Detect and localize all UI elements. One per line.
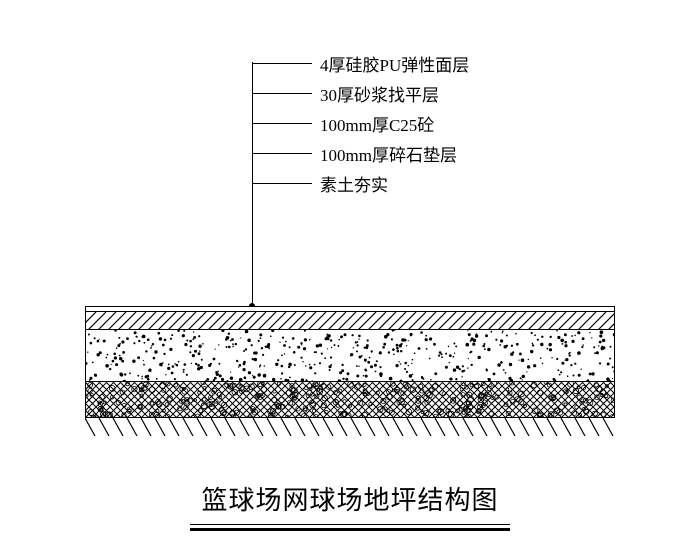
label-text: 素土夯实 bbox=[320, 171, 388, 196]
diagram-container: 4厚硅胶PU弹性面层 30厚砂浆找平层 100mm厚C25砼 100mm厚碎石垫层素土… bbox=[0, 0, 700, 560]
title-underline-2 bbox=[190, 528, 510, 531]
layer-labels: 4厚硅胶PU弹性面层 30厚砂浆找平层 100mm厚C25砼 100mm厚碎石垫层素土… bbox=[252, 52, 469, 202]
label-row: 100mm厚C25砼 bbox=[252, 112, 469, 134]
label-row: 4厚硅胶PU弹性面层 bbox=[252, 52, 469, 74]
stratum-crushed-stone bbox=[85, 382, 615, 418]
stratum-c25-concrete bbox=[85, 330, 615, 382]
label-text: 30厚砂浆找平层 bbox=[320, 81, 439, 106]
label-leader-line bbox=[252, 63, 312, 64]
label-text: 100mm厚碎石垫层 bbox=[320, 141, 457, 166]
label-leader-line bbox=[252, 123, 312, 124]
label-row: 30厚砂浆找平层 bbox=[252, 82, 469, 104]
label-leader-line bbox=[252, 153, 312, 154]
diagram-title: 篮球场网球场地坪结构图 bbox=[201, 480, 498, 521]
label-leader-line bbox=[252, 93, 312, 94]
stratum-mortar-leveling bbox=[85, 312, 615, 330]
stratum-compacted-soil bbox=[85, 418, 615, 436]
label-text: 4厚硅胶PU弹性面层 bbox=[320, 51, 469, 76]
title-block: 篮球场网球场地坪结构图 bbox=[0, 480, 700, 531]
label-leader-line bbox=[252, 183, 312, 184]
title-underline-1 bbox=[190, 524, 510, 525]
label-row: 素土夯实 bbox=[252, 172, 469, 194]
strata-cross-section bbox=[85, 306, 615, 436]
label-row: 100mm厚碎石垫层 bbox=[252, 142, 469, 164]
label-text: 100mm厚C25砼 bbox=[320, 111, 434, 136]
